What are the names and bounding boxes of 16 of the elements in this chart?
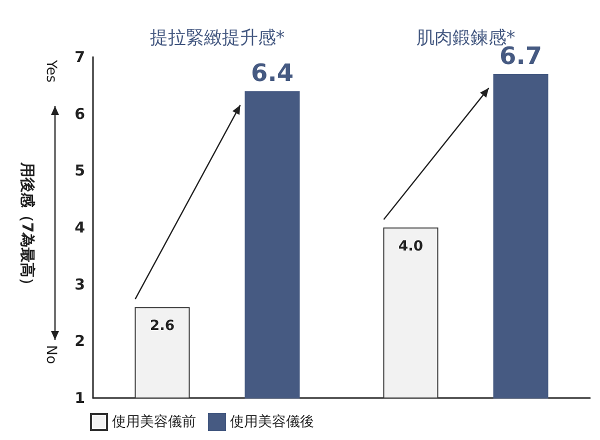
y-tick-label: 2	[74, 332, 85, 350]
data-label: 4.0	[398, 238, 424, 254]
y-axis-title: 用後感（7為最高）	[18, 161, 36, 293]
legend-label: 使用美容儀前	[112, 414, 196, 430]
data-label: 6.4	[250, 59, 294, 88]
legend-label: 使用美容儀後	[230, 414, 314, 430]
y-tick-label: 5	[74, 162, 85, 180]
y-tick-label: 3	[74, 275, 85, 294]
y-tick-label: 6	[74, 104, 85, 123]
y-tick-label: 1	[74, 389, 85, 407]
data-label: 2.6	[150, 318, 175, 334]
x-tick-label: 提拉緊緻提升感*	[150, 28, 285, 48]
text: Yes	[43, 59, 59, 83]
y-tick-label: 7	[74, 48, 85, 66]
text: No	[43, 345, 59, 364]
y-tick-label: 4	[74, 218, 85, 236]
